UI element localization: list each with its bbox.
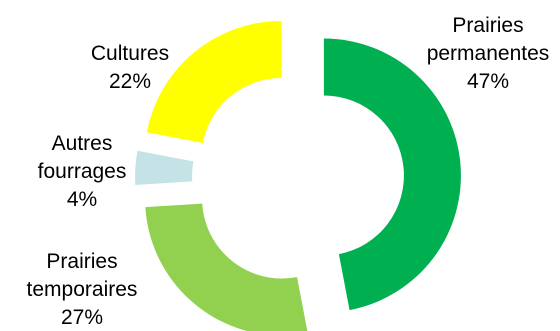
slice-label-2: Autres fourrages 4% (38, 132, 127, 211)
slices-group (135, 20, 461, 331)
slice-name-line: fourrages (38, 160, 127, 183)
slice-value-label: 4% (67, 188, 97, 211)
slice-0 (323, 38, 461, 311)
slice-label-1: Prairies temporaires 27% (27, 250, 138, 329)
slice-label-0: Prairies permanentes 47% (427, 14, 550, 93)
slice-name-line: permanentes (427, 42, 550, 65)
slice-value-label: 22% (109, 70, 151, 93)
slice-name-line: temporaires (27, 278, 138, 301)
slice-name-line: Cultures (91, 42, 169, 65)
slice-1 (145, 203, 308, 331)
slice-2 (135, 150, 194, 185)
slice-value-label: 47% (467, 70, 509, 93)
slice-name-line: Prairies (46, 250, 117, 273)
slice-label-3: Cultures 22% (91, 42, 169, 93)
labels-group: Prairies permanentes 47% Prairies temporaire… (27, 14, 550, 329)
slice-value-label: 27% (61, 306, 103, 329)
slice-3 (146, 20, 282, 143)
slice-name-line: Autres (52, 132, 113, 155)
slice-name-line: Prairies (452, 14, 523, 37)
